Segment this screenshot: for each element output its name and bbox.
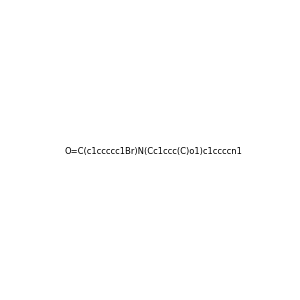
Text: O=C(c1ccccc1Br)N(Cc1ccc(C)o1)c1ccccn1: O=C(c1ccccc1Br)N(Cc1ccc(C)o1)c1ccccn1 <box>65 147 243 156</box>
